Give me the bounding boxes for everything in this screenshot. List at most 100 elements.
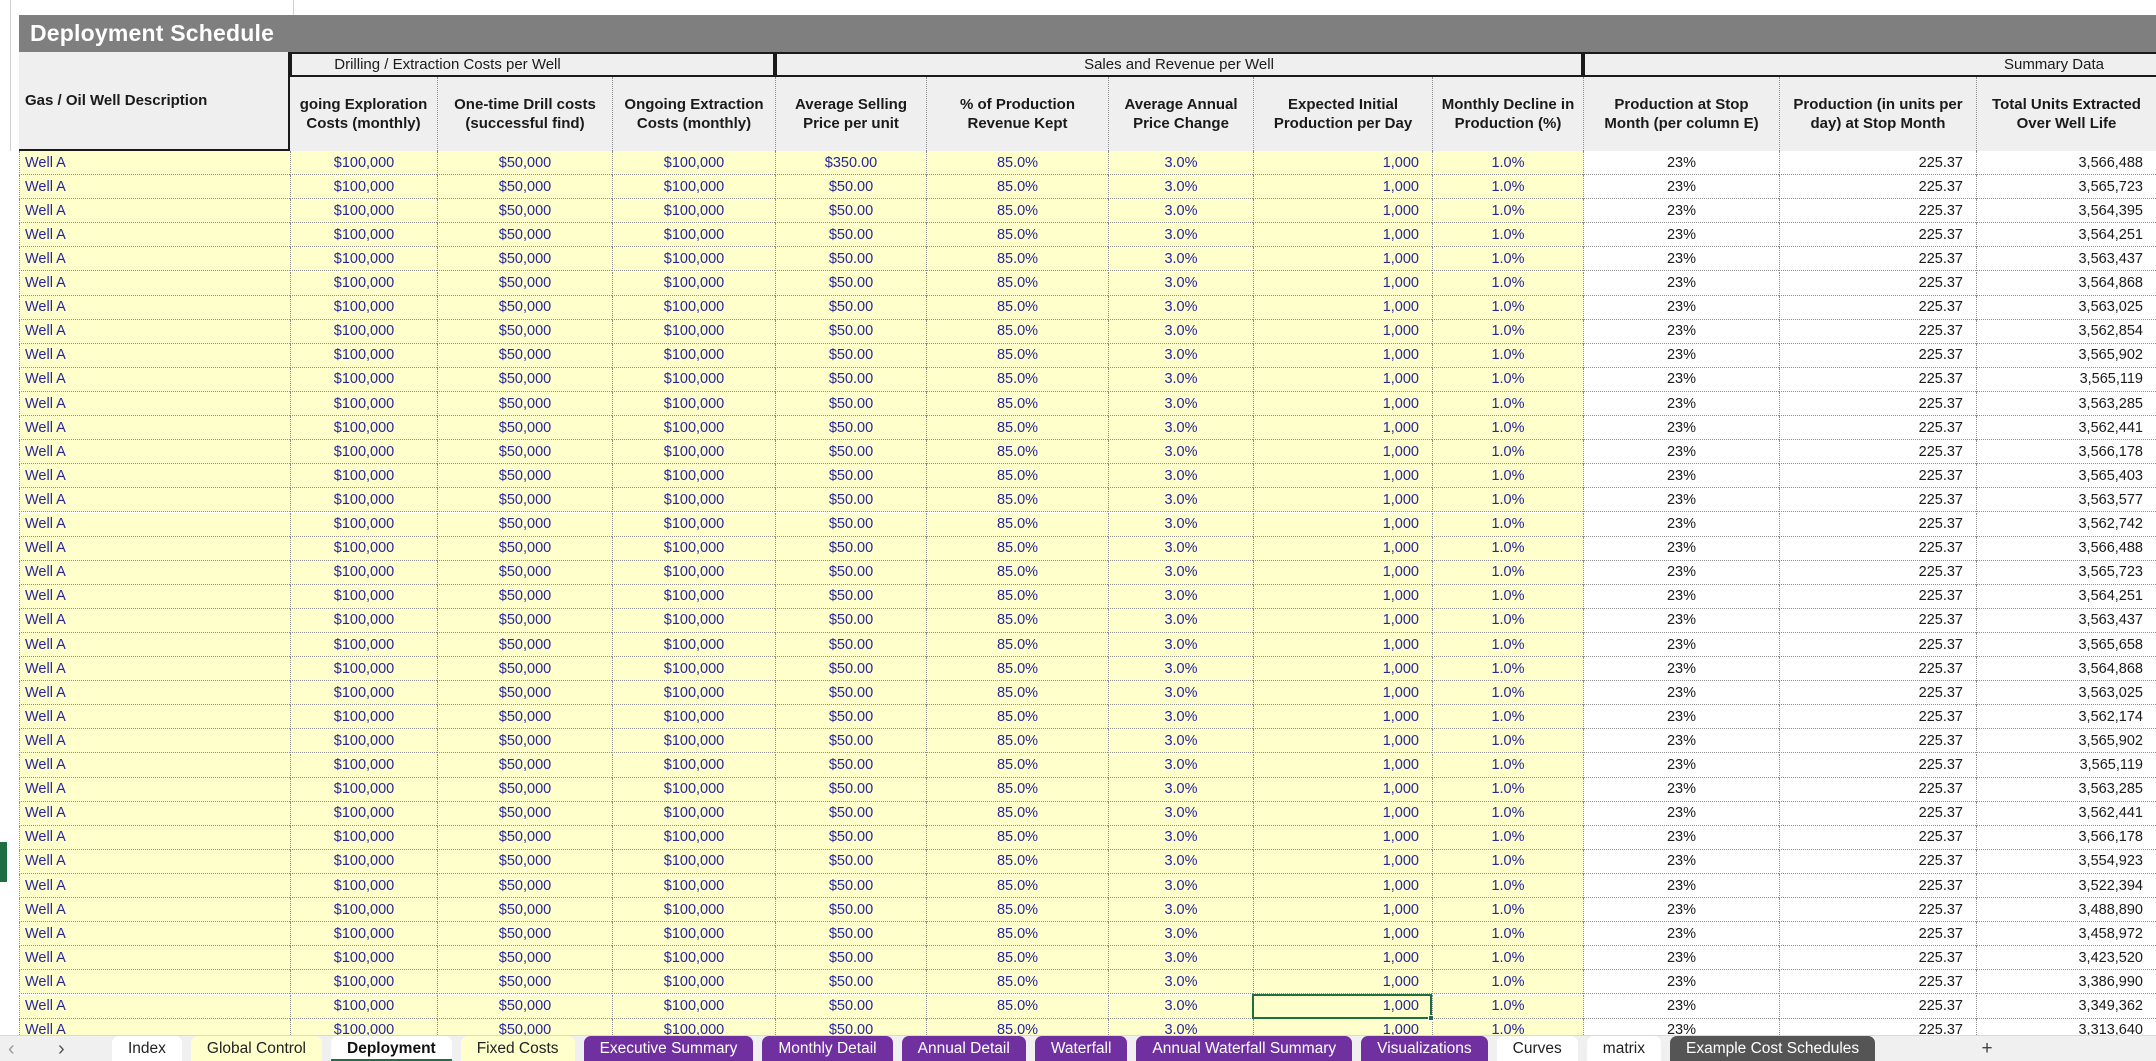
next-sheet-arrow-icon[interactable]: ›: [58, 1037, 65, 1060]
cell-c9[interactable]: 23%: [1583, 392, 1779, 417]
cell-c6[interactable]: 3.0%: [1108, 199, 1253, 224]
column-header-c9[interactable]: Production at Stop Month (per column E): [1583, 77, 1779, 151]
cell-c3[interactable]: $100,000: [612, 199, 775, 224]
cell-c2[interactable]: $50,000: [437, 633, 612, 658]
cell-c5[interactable]: 85.0%: [926, 175, 1108, 200]
cell-c11[interactable]: 3,349,362: [1976, 994, 2156, 1019]
cell-c9[interactable]: 23%: [1583, 777, 1779, 802]
cell-c6[interactable]: 3.0%: [1108, 151, 1253, 176]
cell-c7[interactable]: 1,000: [1253, 536, 1432, 561]
cell-c10[interactable]: 225.37: [1779, 657, 1976, 682]
cell-c9[interactable]: 23%: [1583, 367, 1779, 392]
cell-c6[interactable]: 3.0%: [1108, 970, 1253, 995]
cell-c10[interactable]: 225.37: [1779, 199, 1976, 224]
cell-c6[interactable]: 3.0%: [1108, 175, 1253, 200]
cell-c7[interactable]: 1,000: [1253, 175, 1432, 200]
cell-c8[interactable]: 1.0%: [1432, 416, 1583, 441]
column-header-description[interactable]: Gas / Oil Well Description: [19, 52, 290, 151]
cell-c9[interactable]: 23%: [1583, 898, 1779, 923]
cell-c11[interactable]: 3,563,577: [1976, 488, 2156, 513]
cell-c8[interactable]: 1.0%: [1432, 994, 1583, 1019]
cell-c7[interactable]: 1,000: [1253, 946, 1432, 971]
cell-c5[interactable]: 85.0%: [926, 825, 1108, 850]
cell-c8[interactable]: 1.0%: [1432, 392, 1583, 417]
cell-c6[interactable]: 3.0%: [1108, 319, 1253, 344]
cell-c2[interactable]: $50,000: [437, 151, 612, 176]
column-header-c11[interactable]: Total Units Extracted Over Well Life: [1976, 77, 2156, 151]
well-description-cell[interactable]: Well A: [19, 874, 290, 899]
cell-c1[interactable]: $100,000: [290, 343, 437, 368]
cell-c6[interactable]: 3.0%: [1108, 512, 1253, 537]
sheet-tab-monthly-detail[interactable]: Monthly Detail: [762, 1036, 893, 1061]
cell-c2[interactable]: $50,000: [437, 874, 612, 899]
group-header-summary[interactable]: Summary Data: [1583, 52, 2156, 77]
cell-c10[interactable]: 225.37: [1779, 681, 1976, 706]
cell-c1[interactable]: $100,000: [290, 1018, 437, 1035]
cell-c5[interactable]: 85.0%: [926, 343, 1108, 368]
cell-c9[interactable]: 23%: [1583, 536, 1779, 561]
cell-c10[interactable]: 225.37: [1779, 464, 1976, 489]
cell-c8[interactable]: 1.0%: [1432, 343, 1583, 368]
cell-c3[interactable]: $100,000: [612, 657, 775, 682]
cell-c2[interactable]: $50,000: [437, 223, 612, 248]
cell-c11[interactable]: 3,564,868: [1976, 271, 2156, 296]
well-description-cell[interactable]: Well A: [19, 1018, 290, 1035]
cell-c4[interactable]: $50.00: [775, 705, 926, 730]
cell-c6[interactable]: 3.0%: [1108, 801, 1253, 826]
cell-c3[interactable]: $100,000: [612, 271, 775, 296]
cell-c1[interactable]: $100,000: [290, 681, 437, 706]
cell-c11[interactable]: 3,458,972: [1976, 922, 2156, 947]
sheet-tab-visualizations[interactable]: Visualizations: [1361, 1036, 1488, 1061]
cell-c9[interactable]: 23%: [1583, 416, 1779, 441]
cell-c8[interactable]: 1.0%: [1432, 681, 1583, 706]
cell-c8[interactable]: 1.0%: [1432, 970, 1583, 995]
cell-c4[interactable]: $50.00: [775, 584, 926, 609]
cell-c5[interactable]: 85.0%: [926, 295, 1108, 320]
cell-c8[interactable]: 1.0%: [1432, 440, 1583, 465]
cell-c10[interactable]: 225.37: [1779, 175, 1976, 200]
cell-c9[interactable]: 23%: [1583, 512, 1779, 537]
cell-c3[interactable]: $100,000: [612, 922, 775, 947]
cell-c1[interactable]: $100,000: [290, 994, 437, 1019]
cell-c8[interactable]: 1.0%: [1432, 175, 1583, 200]
cell-c3[interactable]: $100,000: [612, 512, 775, 537]
cell-c9[interactable]: 23%: [1583, 753, 1779, 778]
cell-c6[interactable]: 3.0%: [1108, 825, 1253, 850]
cell-c3[interactable]: $100,000: [612, 681, 775, 706]
cell-c2[interactable]: $50,000: [437, 512, 612, 537]
cell-c5[interactable]: 85.0%: [926, 367, 1108, 392]
cell-c2[interactable]: $50,000: [437, 247, 612, 272]
cell-c8[interactable]: 1.0%: [1432, 825, 1583, 850]
sheet-tab-fixed-costs[interactable]: Fixed Costs: [460, 1036, 575, 1061]
cell-c4[interactable]: $50.00: [775, 343, 926, 368]
cell-c11[interactable]: 3,562,854: [1976, 319, 2156, 344]
cell-c9[interactable]: 23%: [1583, 271, 1779, 296]
cell-c5[interactable]: 85.0%: [926, 753, 1108, 778]
cell-c9[interactable]: 23%: [1583, 464, 1779, 489]
cell-c7[interactable]: 1,000: [1253, 343, 1432, 368]
cell-c10[interactable]: 225.37: [1779, 440, 1976, 465]
cell-c7[interactable]: 1,000: [1253, 657, 1432, 682]
well-description-cell[interactable]: Well A: [19, 705, 290, 730]
cell-c11[interactable]: 3,566,178: [1976, 825, 2156, 850]
cell-c1[interactable]: $100,000: [290, 560, 437, 585]
cell-c11[interactable]: 3,565,902: [1976, 343, 2156, 368]
cell-c4[interactable]: $50.00: [775, 295, 926, 320]
cell-c7[interactable]: 1,000: [1253, 247, 1432, 272]
cell-c5[interactable]: 85.0%: [926, 849, 1108, 874]
cell-c5[interactable]: 85.0%: [926, 536, 1108, 561]
cell-c5[interactable]: 85.0%: [926, 777, 1108, 802]
cell-c10[interactable]: 225.37: [1779, 151, 1976, 176]
cell-c1[interactable]: $100,000: [290, 849, 437, 874]
cell-c11[interactable]: 3,563,025: [1976, 681, 2156, 706]
cell-c1[interactable]: $100,000: [290, 801, 437, 826]
cell-c8[interactable]: 1.0%: [1432, 946, 1583, 971]
cell-c9[interactable]: 23%: [1583, 705, 1779, 730]
cell-c7[interactable]: 1,000: [1253, 777, 1432, 802]
cell-c8[interactable]: 1.0%: [1432, 657, 1583, 682]
cell-c3[interactable]: $100,000: [612, 946, 775, 971]
cell-c1[interactable]: $100,000: [290, 488, 437, 513]
cell-c8[interactable]: 1.0%: [1432, 151, 1583, 176]
cell-c3[interactable]: $100,000: [612, 295, 775, 320]
cell-c7[interactable]: 1,000: [1253, 440, 1432, 465]
